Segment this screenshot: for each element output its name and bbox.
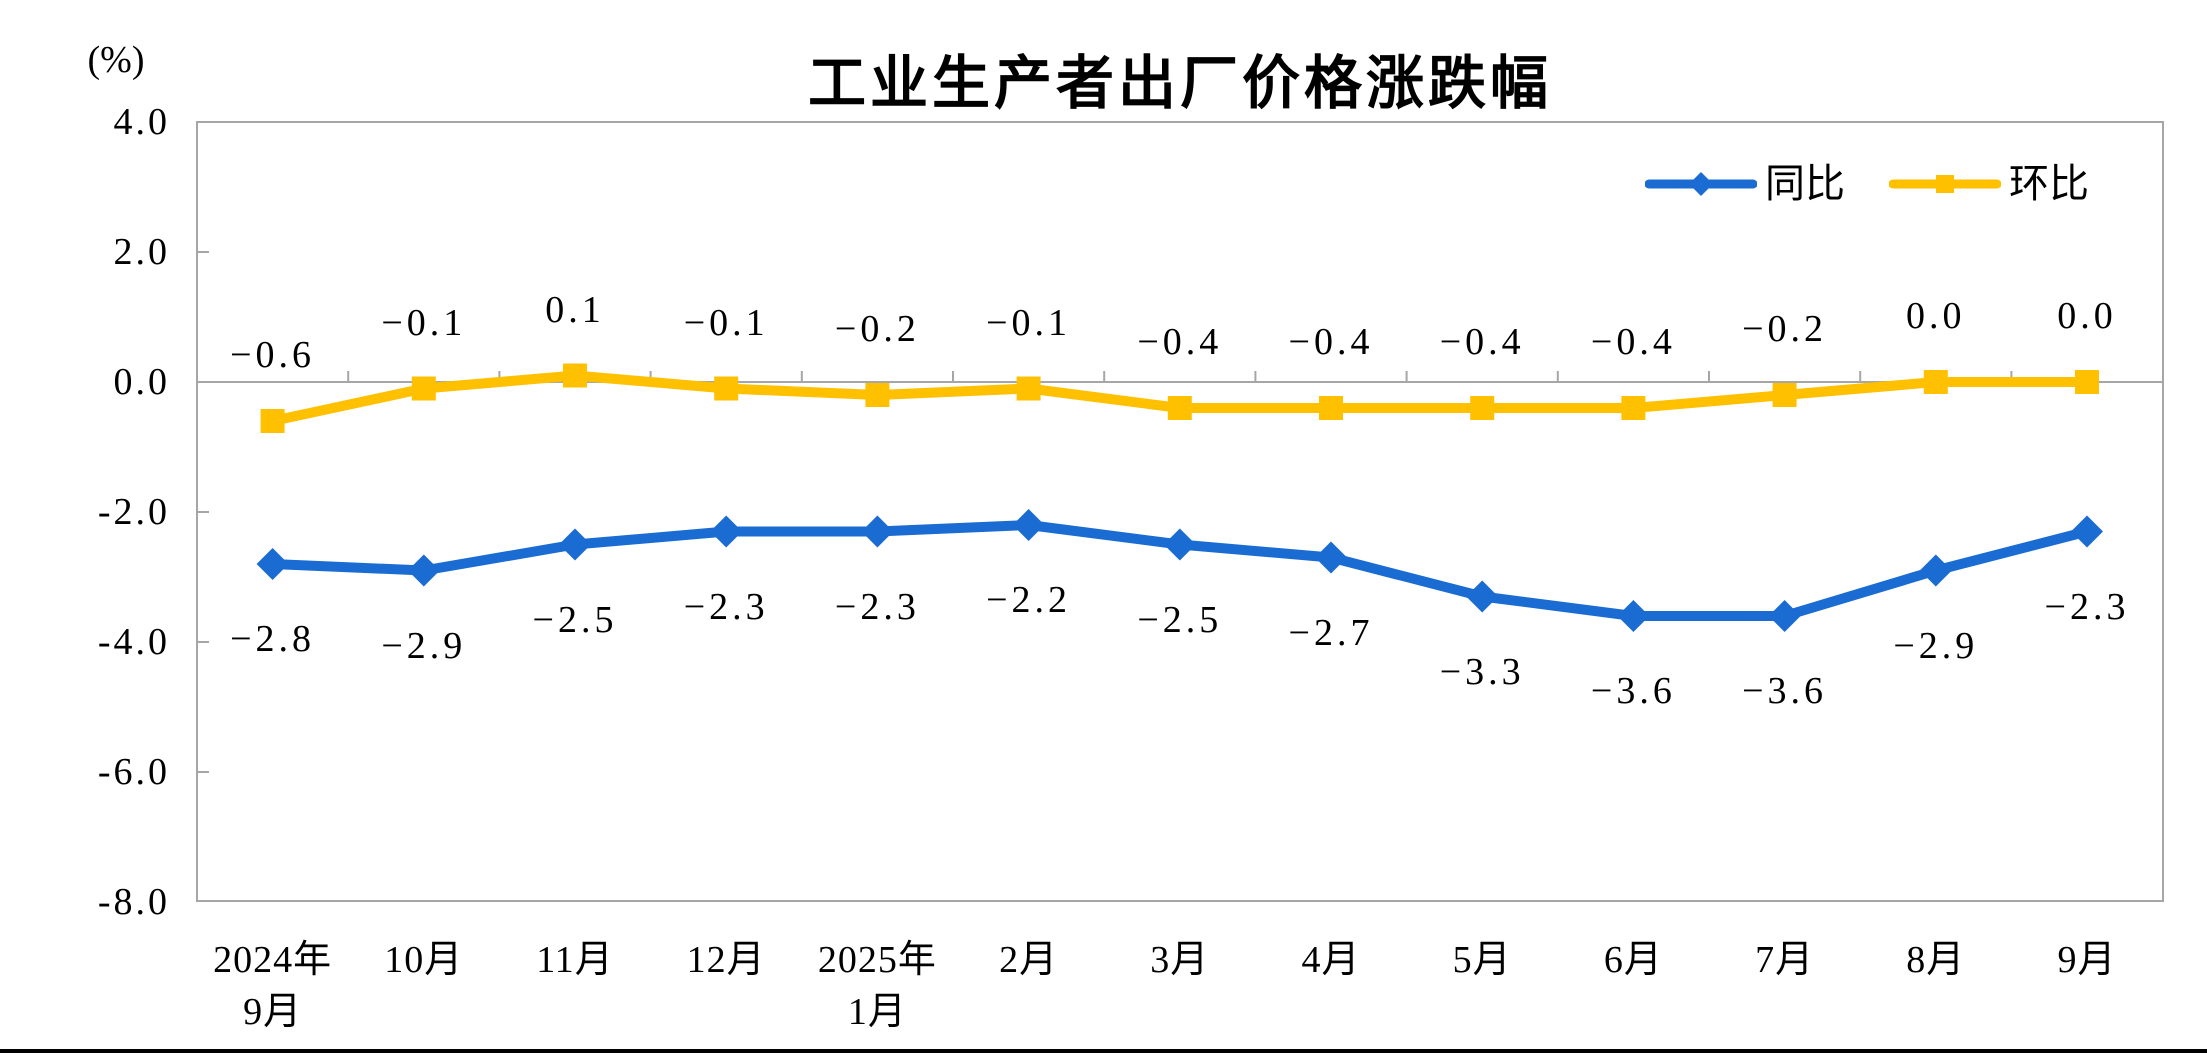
data-label-mom: −0.1 (683, 301, 769, 344)
series-yoy-marker (1163, 528, 1196, 561)
y-axis-tick-label: -6.0 (97, 751, 170, 793)
series-yoy-marker (1919, 554, 1952, 587)
series-mom-marker (411, 376, 436, 401)
data-label-mom: −0.1 (986, 301, 1072, 344)
series-mom-marker (865, 383, 890, 407)
data-label-yoy: −2.3 (2044, 585, 2130, 628)
legend-label-yoy: 同比 (1765, 161, 1845, 206)
x-axis-tick-label: 6月 (1603, 939, 1663, 981)
data-label-yoy: −2.5 (1137, 598, 1223, 641)
x-axis-tick-label: 4月 (1301, 939, 1361, 981)
series-mom-marker (1167, 396, 1192, 420)
legend-marker-mom (1889, 175, 2001, 193)
series-mom-marker (1016, 376, 1041, 401)
data-label-yoy: −2.3 (834, 585, 920, 628)
data-label-mom: −0.1 (381, 301, 467, 344)
series-yoy-marker (256, 548, 289, 580)
series-yoy-marker (861, 515, 894, 548)
legend-label-mom: 环比 (2009, 161, 2089, 206)
series-yoy-marker (1012, 509, 1045, 541)
plot-border (196, 121, 2164, 902)
x-axis-tick-label: 10月 (384, 939, 464, 981)
y-axis-tick-label: -4.0 (97, 621, 170, 663)
data-label-mom: −0.6 (230, 334, 316, 376)
series-mom-marker (714, 376, 739, 401)
data-label-yoy: −3.3 (1439, 650, 1525, 693)
x-axis-tick-label: 11月 (536, 939, 614, 981)
data-label-yoy: −2.5 (532, 598, 618, 641)
y-axis-tick-label: 0.0 (113, 361, 170, 403)
data-label-mom: −0.4 (1590, 321, 1676, 363)
data-label-yoy: −2.8 (230, 618, 316, 660)
series-mom-marker (1923, 370, 1948, 394)
data-label-yoy: −2.9 (1893, 624, 1979, 667)
series-yoy-marker (2071, 515, 2103, 548)
y-axis-unit-label: (%) (87, 39, 145, 81)
data-label-yoy: −2.7 (1288, 611, 1374, 654)
data-label-mom: −0.2 (1742, 308, 1828, 350)
y-axis-tick-label: -8.0 (97, 881, 170, 923)
series-mom-marker (1470, 396, 1495, 420)
data-label-yoy: −3.6 (1590, 670, 1676, 712)
y-axis-tick-label: -2.0 (97, 491, 170, 533)
data-label-mom: −0.4 (1439, 321, 1525, 363)
series-mom-marker (563, 363, 587, 388)
series-yoy-marker (559, 528, 591, 561)
data-label-mom: −0.4 (1288, 321, 1374, 363)
x-axis-tick-label: 8月 (1906, 939, 1966, 981)
x-axis-tick-label: 12月 (686, 939, 766, 981)
legend: 同比 环比 (1645, 162, 2089, 206)
data-label-mom: 0.0 (2057, 295, 2117, 337)
data-label-mom: −0.4 (1137, 321, 1223, 363)
data-label-yoy: −2.9 (381, 624, 467, 667)
chart-title: 工业生产者出厂价格涨跌幅 (807, 51, 1552, 116)
data-label-yoy: −2.3 (683, 585, 769, 628)
data-label-mom: 0.1 (545, 288, 605, 331)
data-label-mom: −0.2 (834, 308, 920, 350)
series-yoy-marker (1768, 600, 1801, 632)
y-axis-tick-label: 4.0 (113, 101, 170, 143)
data-label-yoy: −2.2 (986, 579, 1072, 621)
legend-marker-yoy (1645, 172, 1757, 196)
series-mom-marker (1621, 396, 1646, 420)
series-mom-marker (1319, 396, 1343, 420)
y-axis-tick-label: 2.0 (113, 231, 170, 273)
series-mom-marker (2075, 370, 2099, 394)
data-label-mom: 0.0 (1906, 295, 1966, 337)
legend-item-yoy: 同比 (1645, 162, 1845, 206)
x-axis-tick-label: 2024年 9月 (213, 939, 333, 1033)
data-label-yoy: −3.6 (1742, 670, 1828, 712)
x-axis-tick-label: 3月 (1150, 939, 1210, 981)
series-yoy-marker (1617, 600, 1650, 632)
x-axis-tick-label: 9月 (2057, 939, 2117, 981)
bottom-rule (0, 1049, 2207, 1053)
x-axis-tick-label: 7月 (1755, 939, 1815, 981)
x-axis-tick-label: 2025年 1月 (817, 939, 937, 1033)
series-mom-marker (260, 409, 285, 433)
series-yoy-marker (1315, 541, 1347, 574)
x-axis-tick-label: 2月 (999, 939, 1059, 981)
series-yoy-marker (710, 515, 743, 548)
series-yoy-marker (407, 554, 440, 587)
x-axis-tick-label: 5月 (1452, 939, 1512, 981)
series-mom-marker (1772, 383, 1797, 407)
series-yoy-marker (1466, 580, 1499, 613)
legend-item-mom: 环比 (1889, 162, 2089, 206)
